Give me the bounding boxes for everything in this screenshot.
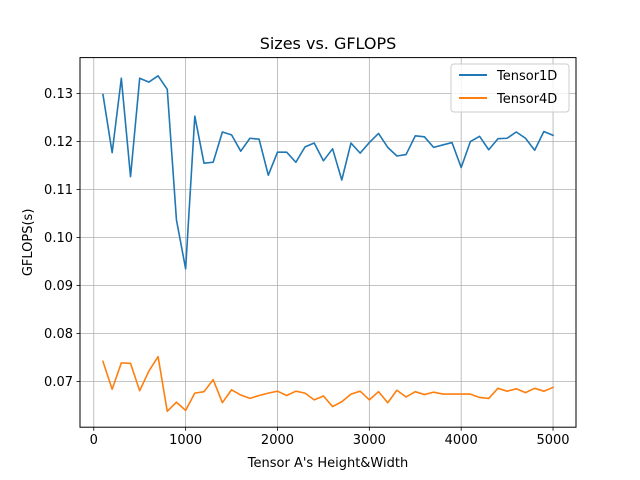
chart-title: Sizes vs. GFLOPS	[260, 34, 397, 53]
y-tick-label: 0.08	[44, 327, 73, 342]
y-tick-label: 0.13	[44, 87, 73, 102]
y-tick-label: 0.09	[44, 279, 73, 294]
x-axis-ticks: 0 1000 2000 3000 4000 5000	[90, 427, 570, 448]
y-tick-label: 0.07	[44, 375, 73, 390]
plot-frame	[79, 57, 577, 428]
x-tick-label: 0	[90, 433, 98, 448]
y-axis-ticks: 0.07 0.08 0.09 0.10 0.11 0.12 0.13	[44, 87, 80, 390]
x-tick-label: 2000	[261, 433, 294, 448]
grid	[80, 57, 576, 428]
legend: Tensor1D Tensor4D	[450, 63, 570, 113]
x-axis-label: Tensor A's Height&Width	[247, 456, 408, 471]
series-layer	[101, 75, 555, 413]
legend-label-tensor1d: Tensor1D	[496, 69, 557, 84]
x-tick-label: 1000	[169, 433, 202, 448]
y-axis-label: GFLOPS(s)	[21, 209, 36, 277]
x-tick-label: 5000	[536, 433, 569, 448]
y-tick-label: 0.10	[44, 231, 73, 246]
y-tick-label: 0.11	[44, 183, 73, 198]
x-tick-label: 3000	[353, 433, 386, 448]
series-line-tensor1d	[102, 75, 555, 270]
legend-label-tensor4d: Tensor4D	[496, 92, 557, 107]
y-tick-label: 0.12	[44, 135, 73, 150]
x-tick-label: 4000	[445, 433, 478, 448]
series-line-tensor4d	[101, 355, 555, 413]
